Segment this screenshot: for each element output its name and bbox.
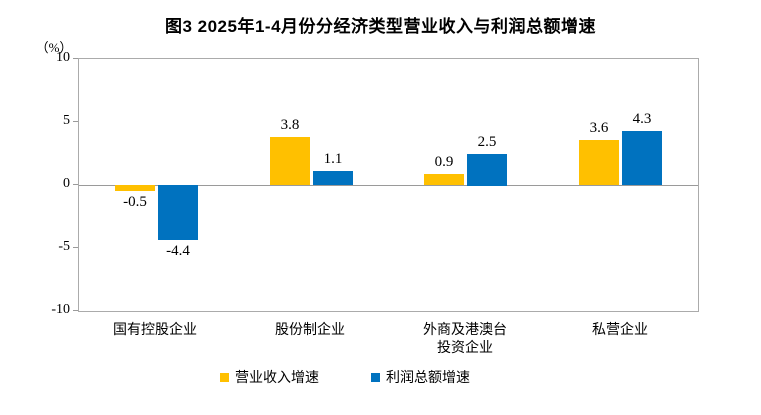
bar-series-1-cat-3	[424, 174, 464, 185]
y-axis-tick-mark	[73, 121, 78, 122]
y-axis-tick-mark	[73, 184, 78, 185]
bar-series-1-cat-4	[579, 140, 619, 185]
y-axis-tick-mark	[73, 310, 78, 311]
chart-title: 图3 2025年1-4月份分经济类型营业收入与利润总额增速	[164, 17, 597, 36]
y-axis-tick-mark	[73, 58, 78, 59]
x-axis-label: 股份制企业	[275, 321, 345, 337]
x-axis-label: 国有控股企业	[113, 321, 197, 337]
y-axis-unit-label: （%）	[35, 40, 73, 55]
bar-value-label: 0.9	[434, 154, 454, 170]
bar-series-2-cat-4	[622, 131, 662, 185]
bar-series-2-cat-2	[313, 171, 353, 185]
bar-series-2-cat-3	[467, 154, 507, 186]
y-axis-tick-label: -5	[58, 239, 70, 254]
bar-value-label: 3.6	[589, 120, 609, 136]
bar-value-label: -4.4	[166, 243, 190, 259]
bar-value-label: 2.5	[477, 134, 497, 150]
y-axis-tick-label: 10	[56, 50, 70, 65]
y-axis-tick-label: -10	[51, 302, 70, 317]
y-axis-tick-mark	[73, 247, 78, 248]
bar-value-label: 4.3	[632, 111, 652, 127]
x-axis-label: 外商及港澳台 投资企业	[423, 321, 507, 355]
y-axis-tick-label: 5	[63, 113, 70, 128]
bar-value-label: -0.5	[123, 194, 147, 210]
bar-value-label: 1.1	[323, 151, 343, 167]
bar-series-1-cat-1	[115, 185, 155, 191]
plot-area: -0.5 -4.4 3.8 1.1 0.9 2.5 3.6 4.3	[78, 58, 699, 312]
legend-swatch-icon	[371, 372, 380, 382]
legend-swatch-icon	[220, 372, 229, 382]
zero-gridline	[79, 185, 698, 186]
legend-item-series-2: 利润总额增速	[371, 367, 470, 387]
legend-label: 利润总额增速	[386, 369, 470, 385]
legend-item-series-1: 营业收入增速	[220, 367, 319, 387]
legend: 营业收入增速 利润总额增速	[0, 367, 690, 387]
y-axis-tick-label: 0	[63, 176, 70, 191]
bar-value-label: 3.8	[280, 117, 300, 133]
legend-label: 营业收入增速	[235, 369, 319, 385]
x-axis-label: 私营企业	[592, 321, 648, 337]
bar-series-2-cat-1	[158, 185, 198, 240]
bar-series-1-cat-2	[270, 137, 310, 185]
